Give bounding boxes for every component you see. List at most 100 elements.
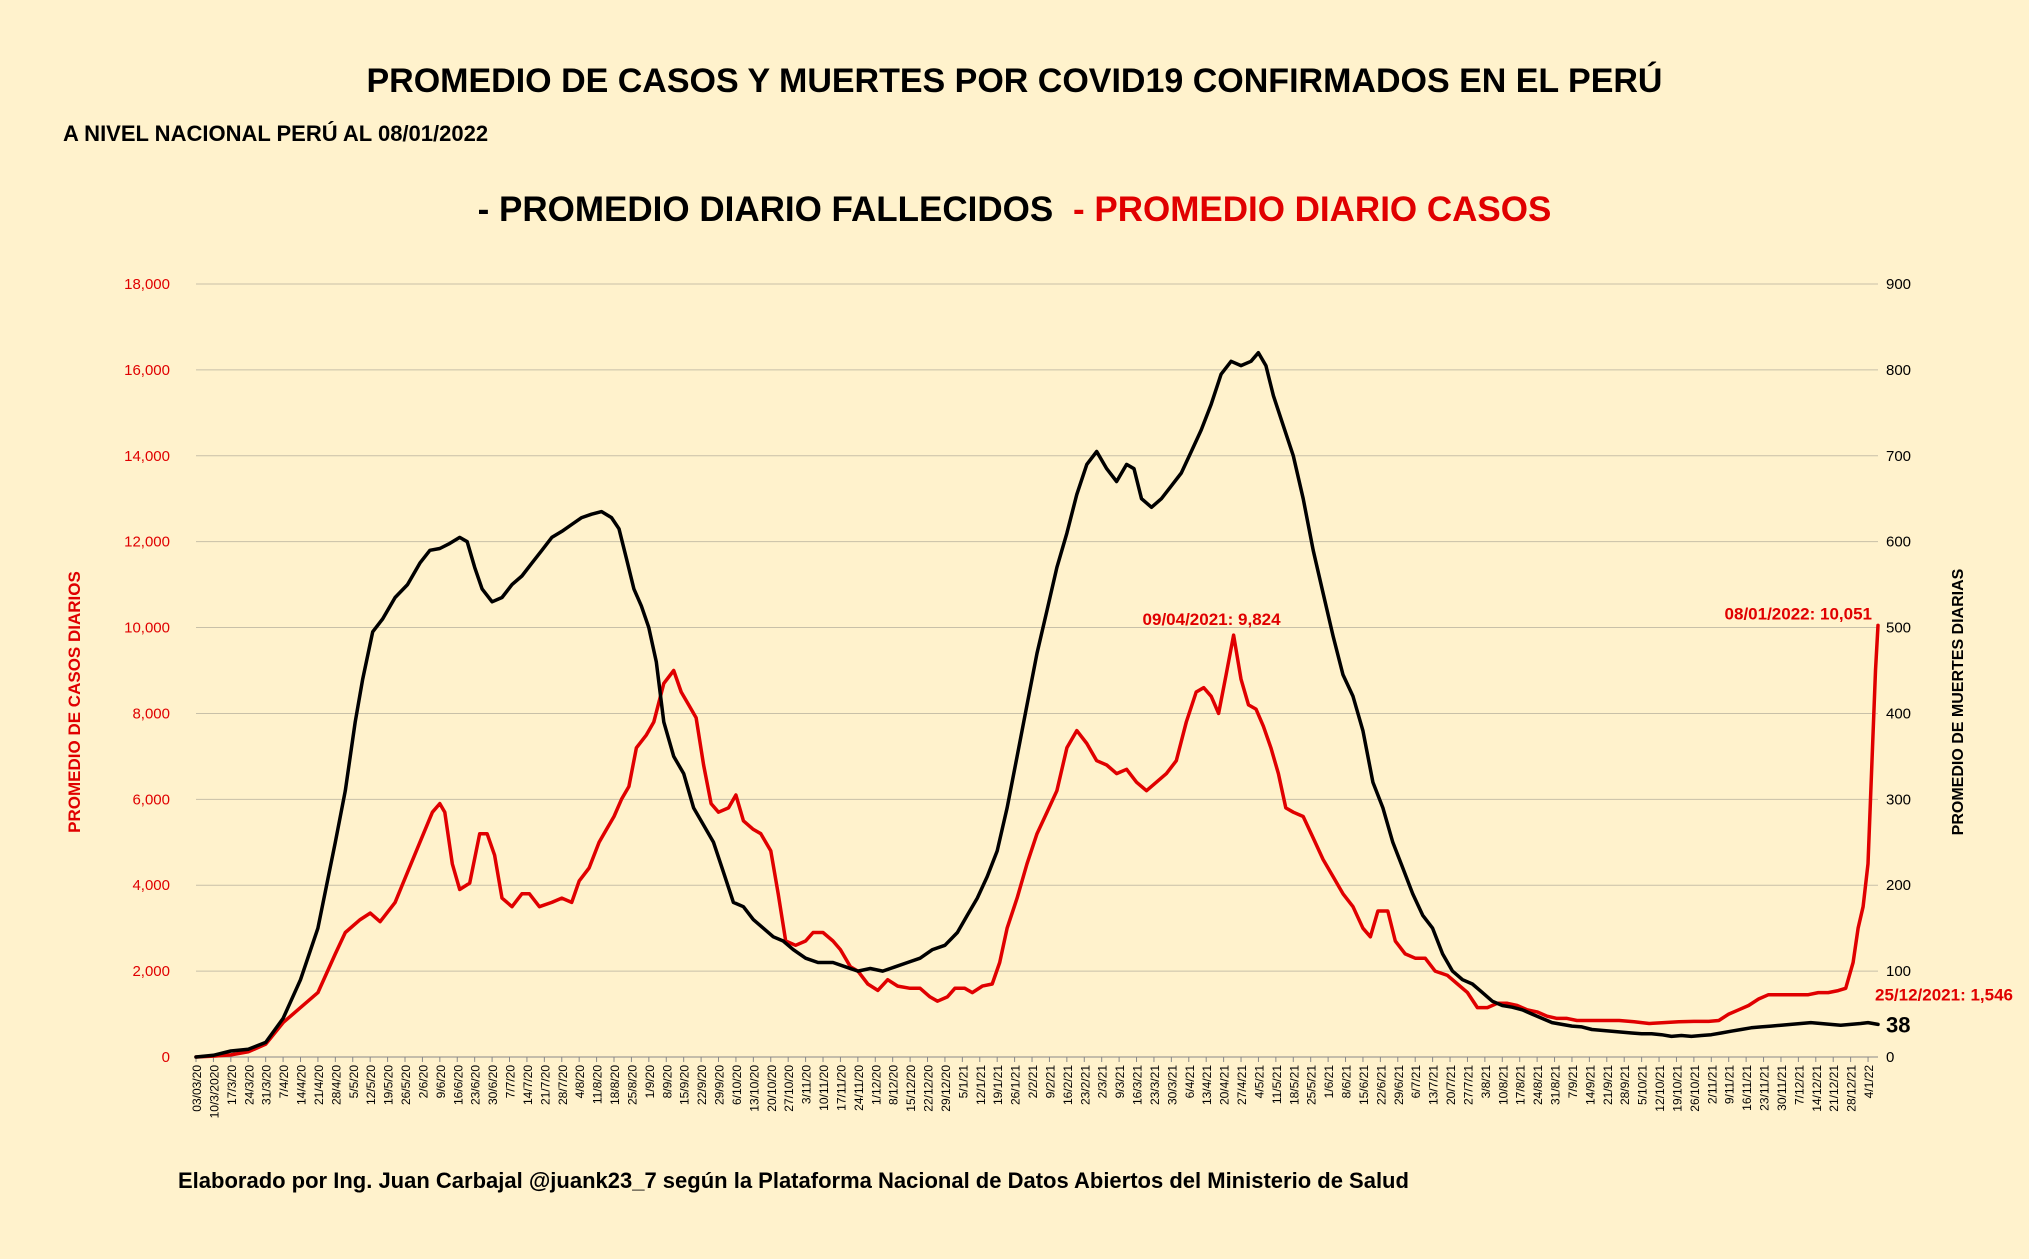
x-tick-label: 1/12/20 [869, 1065, 883, 1105]
x-tick-label: 16/11/21 [1740, 1065, 1754, 1111]
x-tick-label: 5/10/21 [1636, 1065, 1650, 1105]
y-right-tick-label: 600 [1886, 534, 1911, 551]
annotation-latest-deaths: 38 [1886, 1012, 1910, 1037]
x-tick-label: 10/3/2020 [207, 1065, 221, 1119]
x-tick-label: 22/9/20 [695, 1065, 709, 1105]
x-tick-label: 31/8/21 [1549, 1065, 1563, 1105]
y-left-tick-label: 0 [162, 1049, 170, 1066]
x-tick-label: 18/5/21 [1287, 1065, 1301, 1105]
x-tick-label: 25/8/20 [625, 1065, 639, 1105]
x-tick-label: 16/6/20 [451, 1065, 465, 1105]
x-tick-label: 11/8/20 [591, 1065, 605, 1104]
x-tick-label: 9/6/20 [434, 1065, 448, 1099]
x-tick-label: 3/11/20 [800, 1065, 814, 1104]
chart-subtitle: A NIVEL NACIONAL PERÚ AL 08/01/2022 [63, 121, 489, 146]
annotation-latest-cases: 08/01/2022: 10,051 [1725, 604, 1872, 623]
x-tick-label: 2/3/21 [1096, 1065, 1110, 1099]
x-tick-label: 24/11/20 [852, 1065, 866, 1111]
x-tick-label: 23/3/21 [1148, 1065, 1162, 1105]
x-tick-label: 3/8/21 [1479, 1065, 1493, 1099]
x-tick-label: 13/7/21 [1427, 1065, 1441, 1105]
x-tick-label: 12/10/21 [1653, 1065, 1667, 1112]
x-tick-label: 7/7/20 [504, 1065, 518, 1099]
y-left-tick-label: 16,000 [124, 362, 170, 379]
x-tick-label: 1/9/20 [643, 1065, 657, 1099]
x-tick-label: 4/1/22 [1862, 1065, 1876, 1099]
x-tick-label: 15/12/20 [904, 1065, 918, 1112]
annotation-dec-2021: 25/12/2021: 1,546 [1875, 986, 2013, 1005]
x-tick-label: 21/7/20 [538, 1065, 552, 1105]
x-tick-label: 28/4/20 [329, 1065, 343, 1105]
x-tick-label: 9/3/21 [1113, 1065, 1127, 1099]
y-right-tick-label: 400 [1886, 705, 1911, 722]
x-tick-label: 21/4/20 [312, 1065, 326, 1105]
x-tick-label: 30/11/21 [1775, 1065, 1789, 1111]
x-tick-label: 7/12/21 [1792, 1065, 1806, 1105]
x-tick-label: 9/11/21 [1723, 1065, 1737, 1104]
x-tick-label: 10/11/20 [817, 1065, 831, 1111]
x-tick-label: 28/12/21 [1845, 1065, 1859, 1112]
y-left-axis-title: PROMEDIO DE CASOS DIARIOS [65, 571, 84, 833]
x-tick-label: 2/2/21 [1026, 1065, 1040, 1099]
chart-title: PROMEDIO DE CASOS Y MUERTES POR COVID19 … [366, 62, 1663, 100]
x-tick-label: 27/7/21 [1461, 1065, 1475, 1105]
x-tick-label: 22/12/20 [922, 1065, 936, 1112]
x-tick-label: 5/5/20 [347, 1065, 361, 1099]
x-tick-label: 8/12/20 [887, 1065, 901, 1105]
x-tick-label: 19/1/21 [991, 1065, 1005, 1105]
x-tick-label: 14/4/20 [295, 1065, 309, 1105]
x-tick-label: 2/6/20 [416, 1065, 430, 1099]
x-tick-label: 14/7/20 [521, 1065, 535, 1105]
x-tick-label: 15/9/20 [678, 1065, 692, 1105]
x-tick-label: 6/10/20 [730, 1065, 744, 1105]
x-tick-label: 27/4/21 [1235, 1065, 1249, 1105]
x-tick-label: 7/4/20 [277, 1065, 291, 1099]
y-left-tick-label: 12,000 [124, 534, 170, 551]
x-tick-label: 26/5/20 [399, 1065, 413, 1105]
y-left-tick-label: 2,000 [132, 963, 170, 980]
x-tick-label: 11/5/21 [1270, 1065, 1284, 1104]
x-tick-label: 23/6/20 [469, 1065, 483, 1105]
y-right-tick-label: 200 [1886, 877, 1911, 894]
x-tick-label: 29/6/21 [1392, 1065, 1406, 1105]
x-tick-label: 4/8/20 [573, 1065, 587, 1099]
deaths-series-line [194, 350, 1880, 1059]
x-tick-label: 23/11/21 [1758, 1065, 1772, 1111]
x-tick-label: 20/4/21 [1218, 1065, 1232, 1105]
x-tick-label: 22/6/21 [1374, 1065, 1388, 1105]
y-right-tick-label: 100 [1886, 963, 1911, 980]
x-tick-label: 12/1/21 [974, 1065, 988, 1105]
x-tick-label: 19/5/20 [382, 1065, 396, 1105]
y-right-tick-label: 800 [1886, 362, 1911, 379]
x-tick-label: 21/12/21 [1827, 1065, 1841, 1112]
x-tick-label: 25/5/21 [1305, 1065, 1319, 1105]
x-tick-label: 28/7/20 [556, 1065, 570, 1105]
x-tick-label: 14/12/21 [1810, 1065, 1824, 1112]
x-tick-label: 31/3/20 [260, 1065, 274, 1105]
x-tick-label: 03/03/20 [190, 1065, 204, 1112]
x-tick-label: 8/6/21 [1340, 1065, 1354, 1099]
x-tick-label: 2/11/21 [1705, 1065, 1719, 1104]
x-tick-label: 29/12/20 [939, 1065, 953, 1112]
x-tick-label: 10/8/21 [1496, 1065, 1510, 1105]
y-right-tick-label: 300 [1886, 791, 1911, 808]
x-tick-label: 6/4/21 [1183, 1065, 1197, 1099]
x-tick-label: 8/9/20 [660, 1065, 674, 1099]
x-tick-label: 1/6/21 [1322, 1065, 1336, 1099]
annotation-peak-2021: 09/04/2021: 9,824 [1143, 610, 1282, 629]
x-tick-label: 5/1/21 [956, 1065, 970, 1099]
x-tick-label: 15/6/21 [1357, 1065, 1371, 1105]
y-left-tick-label: 14,000 [124, 448, 170, 465]
y-left-tick-label: 4,000 [132, 877, 170, 894]
x-tick-label: 4/5/21 [1252, 1065, 1266, 1099]
x-tick-label: 17/8/21 [1514, 1065, 1528, 1105]
y-right-tick-label: 500 [1886, 620, 1911, 637]
x-tick-label: 23/2/21 [1078, 1065, 1092, 1105]
x-tick-label: 12/5/20 [364, 1065, 378, 1105]
x-tick-label: 14/9/21 [1583, 1065, 1597, 1105]
x-tick-label: 30/3/21 [1165, 1065, 1179, 1105]
x-tick-label: 20/10/20 [765, 1065, 779, 1112]
credit-text: Elaborado por Ing. Juan Carbajal @juank2… [178, 1168, 1409, 1193]
